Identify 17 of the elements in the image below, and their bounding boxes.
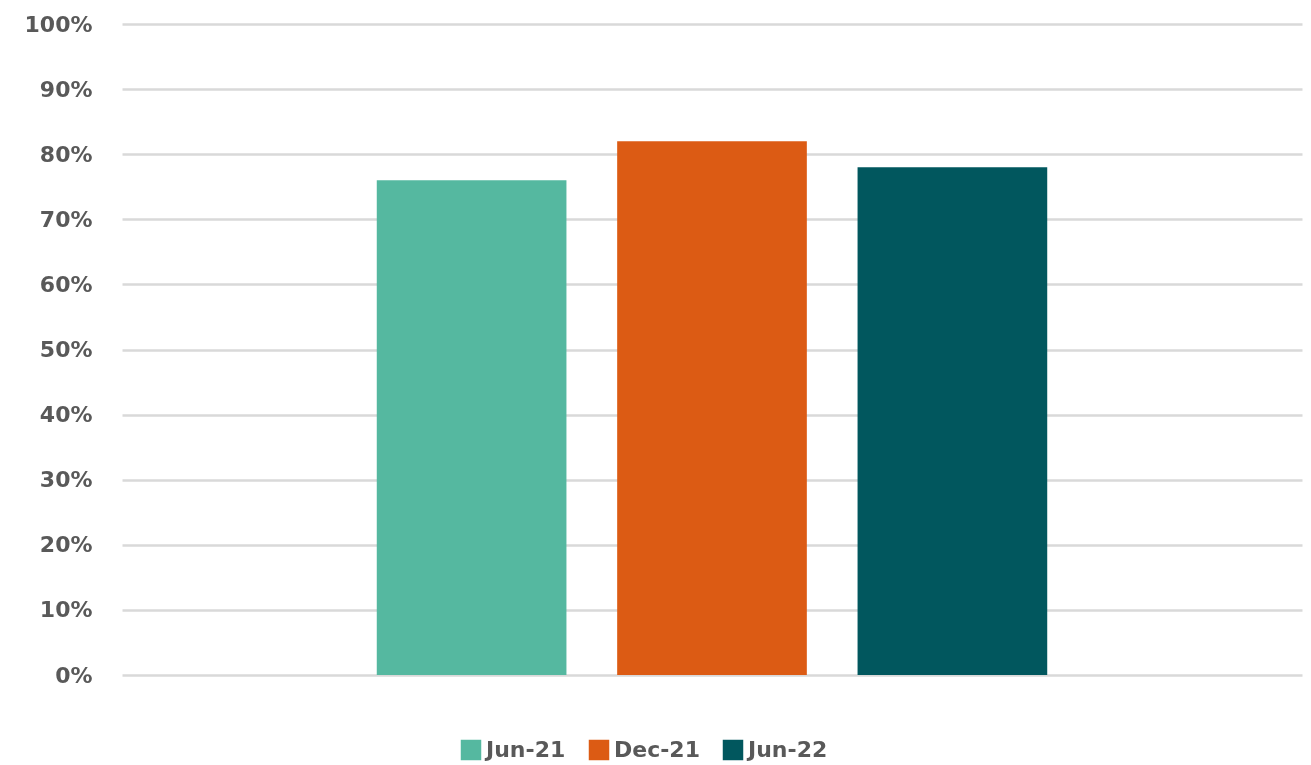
legend-label: Dec-21 [614,737,700,762]
bar [617,141,807,675]
y-tick-label: 10% [39,597,93,623]
legend-label: Jun-22 [746,737,828,762]
y-tick-label: 100% [24,11,93,37]
y-tick-label: 70% [39,206,93,232]
y-tick-label: 30% [39,467,93,493]
bar [376,180,567,675]
y-tick-label: 60% [39,271,93,297]
bar [857,167,1048,675]
y-tick-label: 90% [39,76,93,102]
y-tick-label: 40% [39,402,93,428]
legend-label: Jun-21 [484,737,566,762]
y-tick-label: 0% [55,662,93,688]
y-tick-label: 50% [39,337,93,362]
y-tick-label: 20% [39,532,93,558]
y-tick-label: 80% [39,141,93,167]
